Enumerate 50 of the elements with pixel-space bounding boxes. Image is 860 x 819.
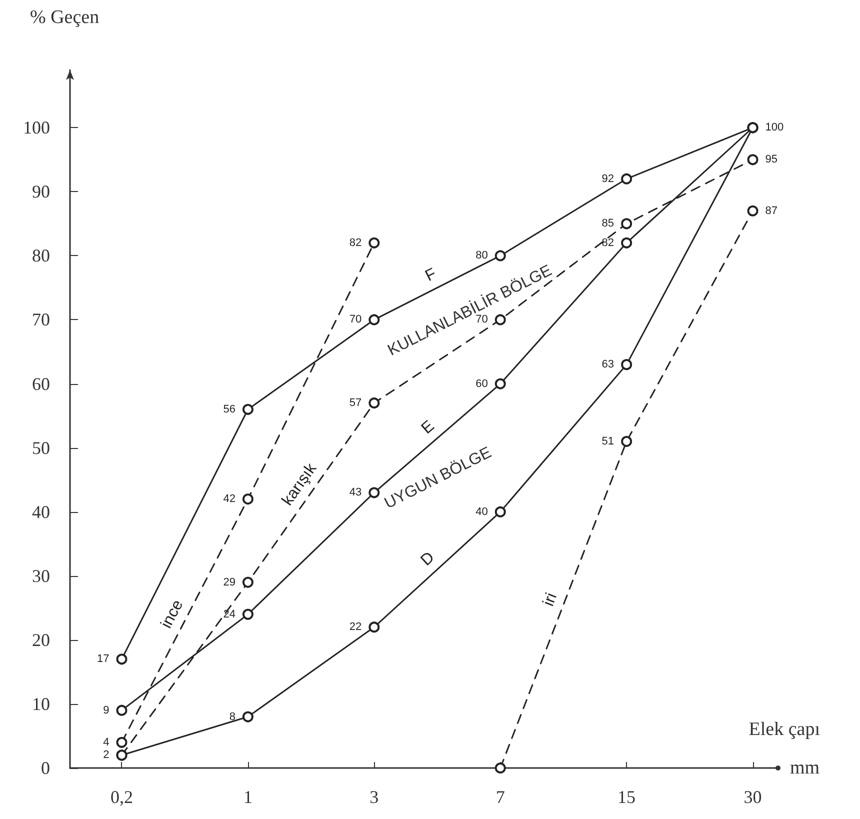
x-tick-label: 7 bbox=[496, 787, 505, 807]
data-label: 82 bbox=[602, 236, 614, 249]
text: D bbox=[418, 548, 438, 570]
y-tick-label: 40 bbox=[32, 502, 50, 522]
data-label: 42 bbox=[223, 493, 236, 506]
data-label: 57 bbox=[349, 396, 362, 409]
data-label: 17 bbox=[96, 653, 110, 666]
x-tick-label: 0,2 bbox=[110, 787, 133, 807]
y-tick-label: 30 bbox=[32, 566, 50, 586]
data-label: 60 bbox=[476, 378, 488, 390]
data-label: 51 bbox=[602, 435, 614, 448]
data-label: 95 bbox=[765, 154, 778, 166]
x-tick-label: 1 bbox=[243, 787, 252, 807]
data-label: 40 bbox=[476, 506, 488, 518]
data-label: 2 bbox=[103, 749, 110, 762]
text: ince bbox=[158, 597, 187, 632]
data-label: 82 bbox=[349, 236, 362, 249]
y-tick-label: 10 bbox=[32, 694, 50, 714]
x-tick-label: 30 bbox=[744, 787, 762, 807]
x-tick-label: 3 bbox=[370, 787, 379, 807]
text: F bbox=[422, 265, 440, 286]
y-tick-label: 50 bbox=[32, 438, 50, 458]
data-label: 63 bbox=[602, 358, 614, 371]
data-label: 22 bbox=[349, 621, 362, 634]
data-label: 24 bbox=[223, 608, 236, 620]
x-axis-title: Elek çapı bbox=[748, 719, 820, 740]
data-label: 80 bbox=[476, 250, 488, 262]
data-label: 92 bbox=[602, 172, 614, 185]
x-tick-label: 15 bbox=[618, 787, 636, 807]
data-label: 9 bbox=[103, 704, 110, 716]
text: iri bbox=[540, 590, 561, 609]
data-label: 8 bbox=[229, 710, 236, 723]
data-label: 100 bbox=[765, 122, 784, 134]
y-tick-label: 90 bbox=[32, 182, 50, 202]
text: E bbox=[418, 418, 438, 438]
data-label: 43 bbox=[349, 486, 362, 499]
y-tick-label: 20 bbox=[32, 630, 50, 650]
text: mm bbox=[790, 758, 820, 778]
y-tick-label: 70 bbox=[32, 310, 50, 330]
data-label: 4 bbox=[103, 736, 110, 748]
data-label: 70 bbox=[349, 314, 362, 326]
data-label: 85 bbox=[602, 218, 614, 230]
y-tick-label: 60 bbox=[32, 374, 50, 394]
y-axis-title: % Geçen bbox=[30, 7, 100, 28]
data-label: 29 bbox=[223, 576, 236, 588]
y-tick-label: 100 bbox=[23, 118, 50, 138]
data-label: 56 bbox=[223, 403, 236, 416]
y-tick-label: 80 bbox=[32, 246, 50, 266]
y-tick-label: 0 bbox=[41, 758, 50, 778]
data-label: 87 bbox=[765, 204, 778, 217]
